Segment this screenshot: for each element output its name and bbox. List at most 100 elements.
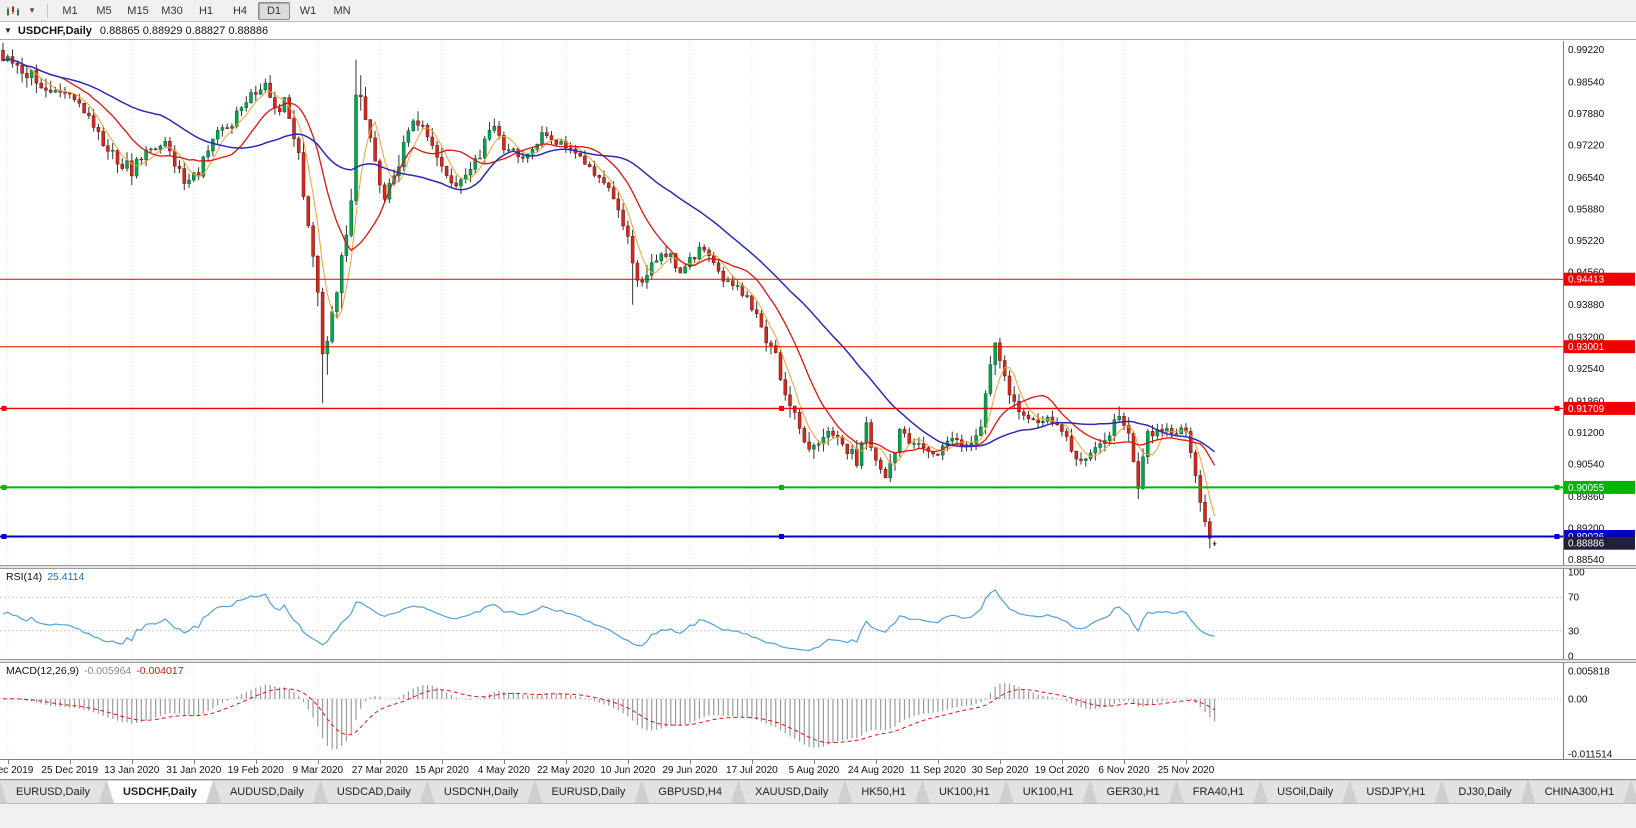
chart-ohlc-values: 0.88865 0.88929 0.88827 0.88886 bbox=[99, 24, 269, 37]
svg-text:0.93880: 0.93880 bbox=[1568, 300, 1605, 311]
timeframe-button-m5[interactable]: M5 bbox=[96, 4, 112, 17]
svg-text:0.95880: 0.95880 bbox=[1568, 205, 1605, 216]
main-chart-panel[interactable]: 0.99220 0.98540 0.97880 0.97220 0.96540 0.958… bbox=[0, 41, 1636, 566]
svg-text:0.97220: 0.97220 bbox=[1568, 141, 1605, 152]
chart-title-row: ▼ USDCHF,Daily 0.88865 0.88929 0.88827 0… bbox=[0, 22, 1636, 40]
date-label: 30 Sep 2020 bbox=[971, 765, 1029, 776]
chart-tab-usdcnh-daily[interactable]: USDCNH,Daily bbox=[428, 781, 535, 803]
date-label: 15 Apr 2020 bbox=[414, 765, 469, 776]
rsi-value: 25.4114 bbox=[47, 571, 85, 583]
svg-text:0.90055: 0.90055 bbox=[1568, 483, 1605, 494]
chart-tab-usdchf-daily[interactable]: USDCHF,Daily bbox=[107, 781, 213, 803]
chart-symbol-title: USDCHF,Daily bbox=[17, 24, 92, 37]
date-label: 10 Jun 2020 bbox=[600, 765, 656, 776]
rsi-name: RSI(14) bbox=[6, 571, 43, 583]
window-menu-icon[interactable]: ▼ bbox=[4, 26, 12, 35]
svg-text:0.99220: 0.99220 bbox=[1568, 45, 1605, 56]
date-tick bbox=[1123, 760, 1125, 764]
chart-tabs: EURUSD,Daily USDCHF,Daily AUDUSD,Daily USDC… bbox=[0, 779, 1636, 803]
date-tick bbox=[565, 760, 567, 764]
svg-text:0.95220: 0.95220 bbox=[1568, 236, 1605, 247]
date-label: 19 Feb 2020 bbox=[227, 765, 284, 776]
svg-text:0.89860: 0.89860 bbox=[1568, 492, 1605, 503]
macd-indicator-panel[interactable]: MACD(12,26,9) -0.005964 -0.004017 0.005818… bbox=[0, 663, 1636, 761]
chart-tab-fra40-h1[interactable]: FRA40,H1 bbox=[1177, 781, 1260, 803]
timeframe-button-m15[interactable]: M15 bbox=[127, 4, 149, 17]
date-tick bbox=[441, 760, 443, 764]
date-label: 19 Oct 2020 bbox=[1034, 765, 1090, 776]
date-label: 27 Mar 2020 bbox=[351, 765, 408, 776]
timeframe-button-m1[interactable]: M1 bbox=[62, 4, 78, 17]
chart-tab-eurusd-daily[interactable]: EURUSD,Daily bbox=[535, 781, 641, 803]
rsi-indicator-panel[interactable]: RSI(14) 25.4114 100 70 30 0 bbox=[0, 568, 1636, 663]
date-axis[interactable]: 6 Dec 2019 25 Dec 2019 13 Jan 2020 31 Jan 2… bbox=[0, 759, 1636, 779]
svg-text:0.94413: 0.94413 bbox=[1568, 275, 1605, 286]
chart-tab-china300-h1[interactable]: CHINA300,H1 bbox=[1529, 781, 1631, 803]
date-label: 13 Jan 2020 bbox=[104, 765, 160, 776]
chart-tab-usoil-h1[interactable]: USOil,H1 bbox=[1631, 781, 1636, 803]
timeframe-toolbar: ▾ M1 M5 M15 M30 H1 H4 D1 W1 MN bbox=[0, 0, 1636, 22]
timeframe-button-w1[interactable]: W1 bbox=[299, 4, 317, 17]
date-tick bbox=[7, 760, 9, 764]
rsi-label: RSI(14) 25.4114 bbox=[6, 571, 84, 583]
chart-tab-uk100-h1[interactable]: UK100,H1 bbox=[923, 781, 1006, 803]
date-tick bbox=[937, 760, 939, 764]
date-label: 6 Dec 2019 bbox=[0, 765, 34, 776]
chart-tab-hk50-h1[interactable]: HK50,H1 bbox=[845, 781, 922, 803]
dropdown-arrow-icon[interactable]: ▾ bbox=[29, 5, 35, 15]
svg-text:0.98540: 0.98540 bbox=[1568, 78, 1605, 89]
chart-tab-ger30-h1[interactable]: GER30,H1 bbox=[1091, 781, 1176, 803]
rsi-chart: 100 70 30 0 bbox=[0, 568, 1636, 664]
svg-text:0: 0 bbox=[1568, 652, 1574, 660]
date-tick bbox=[1185, 760, 1187, 764]
date-label: 6 Nov 2020 bbox=[1098, 765, 1150, 776]
chart-tab-xauusd-daily[interactable]: XAUUSD,Daily bbox=[739, 781, 844, 803]
svg-text:100: 100 bbox=[1568, 569, 1585, 579]
svg-text:70: 70 bbox=[1568, 593, 1580, 604]
timeframe-button-h4[interactable]: H4 bbox=[232, 4, 248, 17]
panel-divider[interactable] bbox=[0, 659, 1636, 663]
date-label: 24 Aug 2020 bbox=[847, 765, 904, 776]
timeframe-button-d1[interactable]: D1 bbox=[258, 1, 290, 20]
chart-tab-usdcad-daily[interactable]: USDCAD,Daily bbox=[321, 781, 427, 803]
date-tick bbox=[131, 760, 133, 764]
chart-tab-eurusd-daily[interactable]: EURUSD,Daily bbox=[0, 781, 106, 803]
macd-main-value: -0.005964 bbox=[83, 665, 132, 677]
date-tick bbox=[813, 760, 815, 764]
date-tick bbox=[1061, 760, 1063, 764]
svg-text:0.93200: 0.93200 bbox=[1568, 333, 1605, 344]
svg-text:-0.011514: -0.011514 bbox=[1568, 750, 1613, 760]
footer-strip bbox=[0, 803, 1636, 828]
date-label: 5 Aug 2020 bbox=[788, 765, 840, 776]
date-tick bbox=[379, 760, 381, 764]
chart-tab-usdjpy-h1[interactable]: USDJPY,H1 bbox=[1350, 781, 1441, 803]
date-label: 17 Jul 2020 bbox=[726, 765, 778, 776]
chart-tab-usoil-daily[interactable]: USOil,Daily bbox=[1261, 781, 1349, 803]
macd-chart: 0.005818 0.00 -0.011514 bbox=[0, 663, 1636, 764]
date-label: 29 Jun 2020 bbox=[662, 765, 718, 776]
svg-text:0.97880: 0.97880 bbox=[1568, 109, 1605, 120]
chart-tab-uk100-h1[interactable]: UK100,H1 bbox=[1007, 781, 1090, 803]
timeframe-button-mn[interactable]: MN bbox=[333, 4, 351, 17]
svg-text:30: 30 bbox=[1568, 626, 1580, 637]
svg-text:0.93001: 0.93001 bbox=[1568, 342, 1605, 353]
date-label: 11 Sep 2020 bbox=[909, 765, 966, 776]
date-label: 31 Jan 2020 bbox=[166, 765, 222, 776]
date-tick bbox=[751, 760, 753, 764]
panel-divider[interactable] bbox=[0, 565, 1636, 569]
date-tick bbox=[193, 760, 195, 764]
chart-tab-dj30-daily[interactable]: DJ30,Daily bbox=[1442, 781, 1527, 803]
date-tick bbox=[503, 760, 505, 764]
svg-text:0.91709: 0.91709 bbox=[1568, 404, 1605, 415]
svg-text:0.92540: 0.92540 bbox=[1568, 364, 1605, 375]
timeframe-button-h1[interactable]: H1 bbox=[198, 4, 214, 17]
date-tick bbox=[317, 760, 319, 764]
svg-text:0.88886: 0.88886 bbox=[1568, 539, 1605, 550]
timeframe-button-m30[interactable]: M30 bbox=[161, 4, 183, 17]
chart-type-icon[interactable] bbox=[4, 3, 22, 19]
chart-tab-gbpusd-h4[interactable]: GBPUSD,H4 bbox=[642, 781, 738, 803]
macd-name: MACD(12,26,9) bbox=[6, 665, 79, 677]
chart-tab-audusd-daily[interactable]: AUDUSD,Daily bbox=[214, 781, 320, 803]
macd-label: MACD(12,26,9) -0.005964 -0.004017 bbox=[6, 665, 184, 677]
